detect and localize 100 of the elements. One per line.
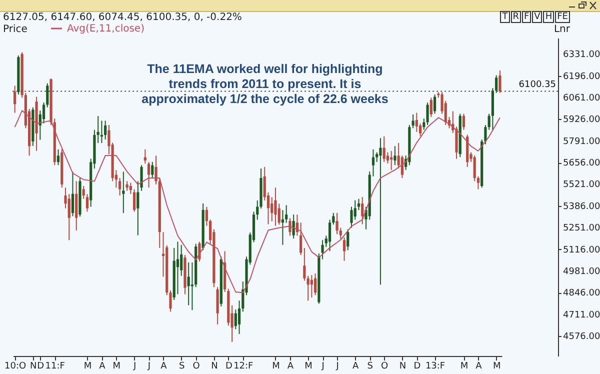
- candlestick: [118, 177, 122, 196]
- candlestick: [270, 196, 274, 222]
- x-tick-label: S: [367, 362, 374, 372]
- x-tick-label: N: [211, 362, 218, 372]
- candlestick: [176, 241, 180, 295]
- candlestick: [205, 206, 208, 226]
- candlestick: [285, 204, 288, 224]
- candlestick: [75, 180, 78, 231]
- candlestick: [354, 200, 356, 220]
- candlestick: [278, 203, 280, 226]
- x-tick-label: N: [399, 362, 406, 372]
- y-tick-label: 6061.00: [563, 94, 600, 104]
- y-tick-label: 5116.00: [563, 245, 600, 256]
- legend-label: Avg(E,11,close): [67, 24, 145, 34]
- x-tick-label: O: [381, 362, 388, 372]
- x-tick-label: 11:F: [45, 362, 65, 372]
- text: Lnr: [554, 24, 570, 35]
- candlestick: [310, 274, 313, 298]
- candlestick: [281, 210, 284, 246]
- candlestick: [386, 152, 390, 164]
- candlestick: [498, 70, 502, 94]
- x-tick-label: M: [460, 362, 468, 372]
- candlestick: [14, 85, 16, 114]
- candlestick: [71, 171, 74, 217]
- candlestick: [274, 187, 277, 226]
- x-tick-label: M: [304, 362, 312, 372]
- candlestick: [303, 247, 306, 282]
- y-tick-label: 4576.00: [563, 332, 600, 342]
- y-tick-label: 5521.00: [563, 180, 600, 190]
- candlestick: [129, 182, 132, 195]
- x-tick-label: A: [99, 362, 106, 372]
- x-tick-label: A: [352, 362, 360, 372]
- candlestick: [336, 212, 338, 235]
- candlestick: [126, 180, 128, 192]
- candlestick: [306, 275, 310, 302]
- y-tick-label: 6196.00: [563, 72, 600, 82]
- x-tick-label: M: [112, 362, 121, 372]
- candlestick: [418, 122, 422, 137]
- candlestick: [144, 148, 146, 164]
- text: R: [510, 11, 521, 23]
- candlestick: [104, 120, 107, 140]
- candlestick: [314, 272, 317, 296]
- text: Price: [3, 24, 28, 35]
- candlestick: [328, 219, 332, 252]
- candlestick: [376, 152, 378, 162]
- candlestick: [122, 171, 125, 214]
- x-tick-label: 10:O: [4, 362, 26, 372]
- candlestick: [430, 97, 432, 118]
- candlestick: [292, 214, 295, 239]
- x-tick-label: M: [492, 362, 501, 372]
- y-tick-label: 4981.00: [563, 266, 600, 277]
- x-tick-label: M: [84, 362, 92, 372]
- x-tick-label: J: [320, 362, 324, 372]
- ref-line-label: 6100.35: [518, 80, 556, 90]
- y-tick-label: 4846.00: [563, 288, 600, 299]
- y-tick-label: 5791.00: [563, 136, 600, 147]
- candlestick: [151, 161, 154, 178]
- chart-subtitle: 6127.05, 6147.60, 6074.45, 6100.35, 0, -0.22%: [3, 12, 242, 23]
- x-tick-label: M: [272, 362, 280, 372]
- y-tick-label: 4711.00: [563, 310, 600, 320]
- x-tick-label: 12:F: [234, 362, 254, 372]
- candlestick: [342, 236, 346, 262]
- y-tick-label: 5656.00: [563, 158, 600, 169]
- text: T: [500, 11, 510, 23]
- candlestick: [147, 161, 150, 188]
- x-tick-label: J: [132, 362, 136, 372]
- x-tick-label: A: [287, 362, 294, 372]
- candlestick: [68, 194, 70, 241]
- candlestick: [379, 138, 382, 286]
- candlestick: [234, 309, 237, 330]
- candlestick: [361, 196, 364, 225]
- x-tick-label: O: [192, 362, 200, 372]
- candlestick: [462, 113, 466, 130]
- annotation: The 11EMA worked well for highlighting trends from 2011 to present. It is approximately 1/2 the cycle of 22.6 weeks: [140, 62, 390, 107]
- x-tick-label: J: [146, 362, 151, 372]
- x-tick-label: D: [37, 362, 44, 372]
- x-tick-label: D: [414, 362, 421, 372]
- candlestick: [495, 74, 498, 94]
- y-tick-label: 5926.00: [563, 115, 600, 126]
- candlestick: [426, 102, 429, 126]
- text: FE: [555, 11, 570, 23]
- candlestick: [346, 228, 350, 251]
- y-tick-label: 5251.00: [563, 224, 600, 234]
- x-tick-label: 13:F: [425, 362, 446, 372]
- candlestick: [433, 94, 436, 114]
- x-tick-label: N: [30, 362, 37, 372]
- x-tick-label: A: [476, 362, 483, 372]
- candlestick: [382, 136, 386, 162]
- text: H: [543, 11, 554, 23]
- candlestick: [300, 222, 302, 256]
- text: F: [522, 11, 532, 23]
- candlestick: [216, 286, 219, 325]
- candlestick: [415, 112, 418, 132]
- candlestick: [321, 240, 324, 260]
- candlestick: [394, 146, 396, 166]
- x-tick-label: J: [335, 362, 339, 372]
- x-tick-label: S: [178, 362, 185, 372]
- candlestick: [56, 148, 60, 166]
- candlestick: [180, 244, 183, 276]
- text: V: [532, 11, 542, 23]
